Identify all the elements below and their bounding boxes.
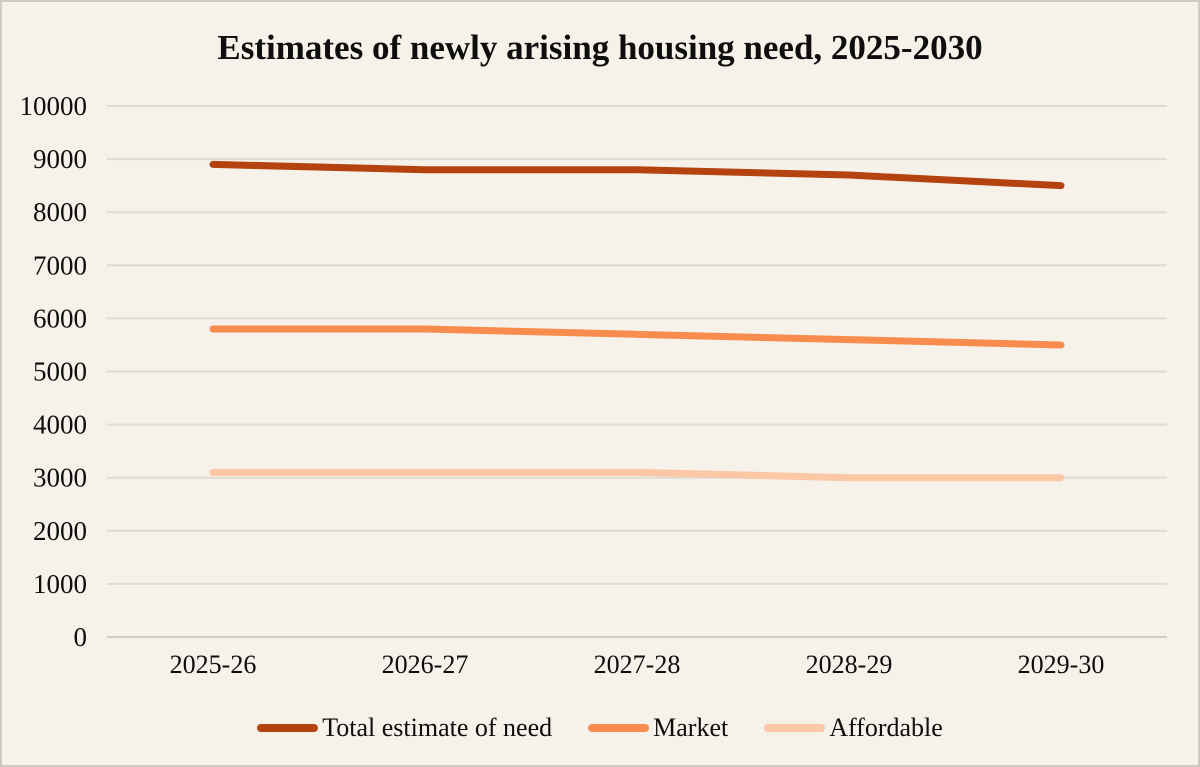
x-tick-label: 2029-30 bbox=[1018, 650, 1105, 679]
series-line-affordable bbox=[209, 468, 1065, 482]
legend-item-total: Total estimate of need bbox=[257, 713, 552, 743]
x-tick-label: 2027-28 bbox=[594, 650, 681, 679]
y-tick-label: 2000 bbox=[33, 516, 87, 546]
series-line-total-estimate-of-need bbox=[209, 160, 1065, 190]
y-tick-label: 3000 bbox=[33, 463, 87, 493]
series-line-market bbox=[209, 325, 1065, 349]
legend-label-total: Total estimate of need bbox=[322, 713, 553, 742]
legend-label-affordable: Affordable bbox=[829, 713, 943, 742]
y-tick-label: 1000 bbox=[33, 569, 87, 599]
y-tick-label: 0 bbox=[74, 622, 88, 652]
x-tick-label: 2028-29 bbox=[806, 650, 893, 679]
y-tick-label: 9000 bbox=[33, 144, 87, 174]
legend-item-market: Market bbox=[588, 713, 728, 743]
chart-legend: Total estimate of need Market Affordable bbox=[2, 713, 1198, 743]
y-tick-label: 7000 bbox=[33, 250, 87, 280]
legend-marker-affordable-icon bbox=[764, 724, 826, 732]
y-tick-label: 6000 bbox=[33, 303, 87, 333]
x-tick-label: 2025-26 bbox=[170, 650, 257, 679]
y-tick-label: 8000 bbox=[33, 197, 87, 227]
legend-item-affordable: Affordable bbox=[764, 713, 943, 743]
legend-label-market: Market bbox=[653, 713, 729, 742]
legend-marker-total-icon bbox=[257, 724, 319, 732]
chart-title: Estimates of newly arising housing need,… bbox=[217, 28, 983, 67]
x-tick-label: 2026-27 bbox=[382, 650, 469, 679]
legend-marker-market-icon bbox=[588, 724, 650, 732]
y-tick-label: 5000 bbox=[33, 357, 87, 387]
y-tick-label: 10000 bbox=[20, 91, 88, 121]
y-tick-label: 4000 bbox=[33, 410, 87, 440]
